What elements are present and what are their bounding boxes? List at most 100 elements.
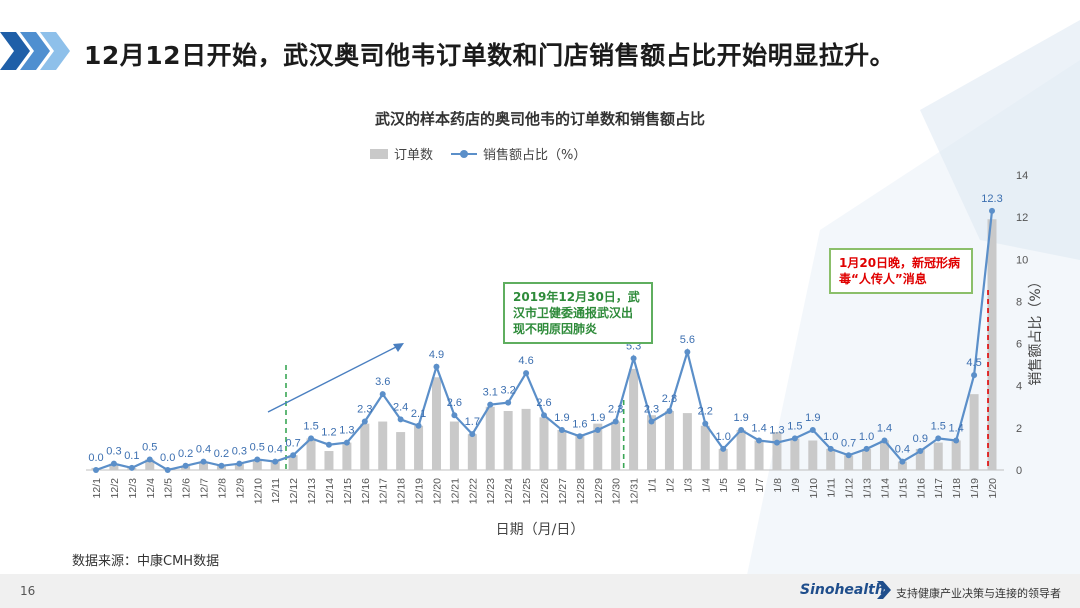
bar-orders [234, 463, 244, 470]
page-headline: 12月12日开始，武汉奥司他韦订单数和门店销售额占比开始明显拉升。 [84, 41, 896, 70]
x-tick-label: 1/10 [808, 478, 820, 499]
bar-orders [951, 440, 961, 470]
data-label: 1.9 [590, 412, 605, 424]
x-tick-label: 12/15 [342, 478, 354, 504]
x-tick-label: 1/5 [718, 478, 730, 493]
sales-share-point [989, 207, 995, 214]
sales-share-point [93, 467, 99, 473]
bar-orders [862, 448, 872, 470]
sales-share-point [451, 412, 458, 419]
x-tick-label: 12/22 [467, 478, 479, 504]
x-tick-label: 12/25 [521, 478, 533, 504]
bar-orders [772, 432, 782, 470]
bar-orders [145, 459, 155, 470]
data-label: 0.2 [178, 448, 193, 460]
x-tick-label: 12/4 [145, 478, 157, 499]
bar-orders [879, 440, 889, 470]
legend-label-sales-share: 销售额占比（%） [483, 148, 587, 163]
data-label: 1.6 [572, 418, 587, 430]
data-label: 1.4 [877, 423, 892, 435]
bar-orders [396, 432, 406, 470]
legend-label-orders: 订单数 [394, 148, 434, 163]
sales-share-point [254, 456, 261, 463]
x-tick-label: 1/14 [879, 478, 891, 499]
x-tick-label: 1/8 [772, 478, 784, 493]
sales-share-point [791, 435, 798, 442]
sales-share-point [218, 462, 225, 469]
sales-share-point [845, 452, 852, 459]
sales-share-point [648, 418, 655, 425]
sales-share-point [128, 464, 135, 471]
sales-share-point [666, 408, 673, 414]
x-tick-label: 12/10 [252, 478, 264, 504]
bar-orders [629, 368, 639, 470]
x-tick-label: 12/30 [611, 478, 623, 504]
trend-arrow-head [393, 343, 404, 352]
bar-orders [987, 219, 997, 470]
data-label: 1.5 [303, 420, 318, 432]
data-label: 2.3 [644, 404, 659, 416]
data-label: 1.0 [823, 431, 838, 443]
x-tick-label: 1/9 [790, 478, 802, 493]
bar-orders [378, 421, 388, 470]
sales-share-point [200, 458, 207, 465]
chart-legend: 订单数 销售额占比（%） [370, 144, 586, 163]
data-label: 0.1 [124, 450, 139, 462]
sales-share-point [917, 448, 924, 455]
bar-orders [252, 459, 262, 470]
legend-item-orders: 订单数 [370, 144, 433, 163]
sales-share-point [773, 439, 780, 446]
bar-orders [897, 461, 907, 470]
y-tick-label: 10 [1016, 254, 1028, 266]
bar-orders [736, 429, 746, 470]
sales-share-point [558, 426, 565, 433]
legend-line-swatch [451, 149, 478, 159]
sales-share-point [702, 420, 709, 427]
data-label: 4.5 [966, 357, 981, 369]
data-label: 12.3 [981, 193, 1002, 205]
y-tick-label: 4 [1016, 381, 1022, 393]
sales-share-point [720, 445, 727, 452]
sales-share-point [182, 462, 189, 469]
bar-orders [306, 438, 316, 470]
x-tick-label: 1/15 [897, 478, 909, 499]
data-label: 3.2 [501, 385, 516, 397]
bar-orders [521, 408, 531, 470]
sales-share-point [541, 412, 547, 419]
bar-orders [414, 425, 424, 470]
bar-orders [431, 377, 441, 470]
data-label: 1.3 [769, 425, 784, 437]
bar-orders [844, 455, 854, 470]
data-label: 2.6 [447, 397, 462, 409]
bar-orders [557, 429, 567, 470]
sales-share-point [469, 431, 476, 438]
data-label: 0.7 [841, 437, 856, 449]
x-tick-label: 1/17 [933, 478, 945, 499]
bar-orders [915, 448, 925, 470]
data-label: 5.6 [680, 334, 695, 346]
legend-bar-swatch [370, 148, 388, 159]
data-label: 1.7 [465, 416, 480, 428]
bar-orders [575, 434, 585, 470]
x-tick-label: 12/3 [127, 478, 139, 499]
bar-orders [503, 411, 513, 470]
bar-orders [754, 440, 764, 470]
x-tick-label: 1/6 [736, 478, 748, 493]
bar-orders [324, 451, 334, 470]
data-label: 0.3 [106, 446, 121, 458]
x-axis-title: 日期（月/日） [496, 522, 585, 538]
annotation-red-note: 1月20日晚，新冠形病毒“人传人”消息 [829, 248, 973, 294]
x-tick-label: 12/1 [91, 478, 103, 499]
data-label: 2.2 [698, 406, 713, 418]
x-tick-label: 12/20 [431, 478, 443, 504]
y-tick-label: 2 [1016, 423, 1022, 435]
x-tick-label: 12/12 [288, 478, 300, 504]
y-tick-label: 8 [1016, 296, 1022, 308]
x-tick-label: 1/20 [987, 478, 999, 499]
data-label: 2.4 [393, 401, 408, 413]
x-tick-label: 12/6 [181, 478, 193, 499]
sales-share-point [738, 426, 745, 433]
bar-orders [969, 394, 979, 470]
data-label: 1.5 [787, 420, 802, 432]
